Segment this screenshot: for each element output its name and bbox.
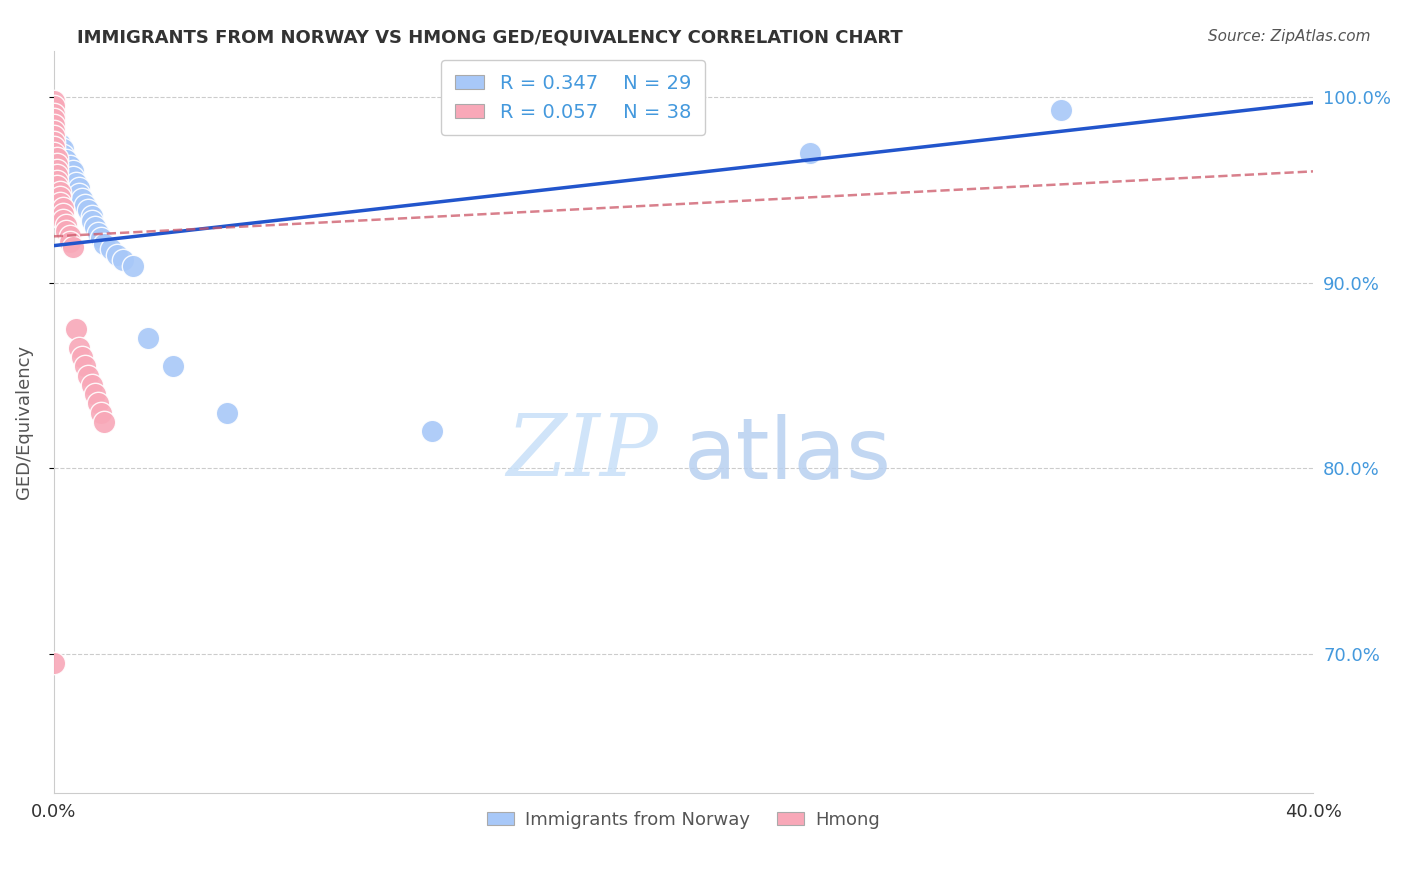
Point	[87, 396, 110, 410]
Point	[42, 99, 65, 113]
Point	[58, 159, 80, 173]
Point	[80, 377, 103, 392]
Point	[52, 212, 75, 227]
Point	[42, 123, 65, 137]
Point	[46, 157, 69, 171]
Text: ZIP: ZIP	[506, 410, 658, 493]
Point	[93, 415, 115, 429]
Point	[83, 220, 105, 235]
Point	[67, 181, 90, 195]
Point	[62, 164, 84, 178]
Point	[49, 136, 72, 151]
Point	[136, 331, 159, 345]
Point	[52, 202, 75, 216]
Point	[77, 368, 100, 383]
Point	[1050, 103, 1073, 117]
Point	[90, 231, 112, 245]
Point	[46, 179, 69, 194]
Legend: Immigrants from Norway, Hmong: Immigrants from Norway, Hmong	[479, 804, 887, 837]
Point	[42, 94, 65, 108]
Point	[75, 359, 97, 374]
Text: atlas: atlas	[683, 414, 891, 497]
Point	[52, 207, 75, 221]
Point	[70, 350, 93, 364]
Point	[420, 425, 443, 439]
Point	[42, 657, 65, 671]
Point	[77, 203, 100, 218]
Point	[52, 147, 75, 161]
Point	[49, 195, 72, 210]
Point	[52, 142, 75, 156]
Point	[799, 145, 821, 160]
Point	[93, 236, 115, 251]
Point	[55, 153, 77, 168]
Point	[42, 118, 65, 132]
Y-axis label: GED/Equivalency: GED/Equivalency	[15, 345, 32, 500]
Point	[42, 107, 65, 121]
Point	[80, 209, 103, 223]
Point	[42, 145, 65, 160]
Point	[65, 176, 87, 190]
Text: IMMIGRANTS FROM NORWAY VS HMONG GED/EQUIVALENCY CORRELATION CHART: IMMIGRANTS FROM NORWAY VS HMONG GED/EQUI…	[77, 29, 903, 46]
Point	[55, 224, 77, 238]
Point	[62, 169, 84, 184]
Point	[46, 168, 69, 182]
Point	[75, 198, 97, 212]
Point	[58, 229, 80, 244]
Point	[83, 387, 105, 401]
Point	[67, 341, 90, 355]
Point	[162, 359, 184, 374]
Point	[46, 162, 69, 177]
Point	[62, 240, 84, 254]
Point	[46, 174, 69, 188]
Point	[46, 152, 69, 166]
Point	[42, 135, 65, 149]
Point	[87, 226, 110, 240]
Point	[80, 214, 103, 228]
Point	[215, 406, 238, 420]
Point	[49, 185, 72, 199]
Point	[70, 192, 93, 206]
Point	[67, 186, 90, 201]
Point	[100, 243, 122, 257]
Point	[42, 112, 65, 127]
Point	[90, 406, 112, 420]
Point	[121, 259, 143, 273]
Text: Source: ZipAtlas.com: Source: ZipAtlas.com	[1208, 29, 1371, 44]
Point	[42, 129, 65, 144]
Point	[58, 235, 80, 249]
Point	[65, 322, 87, 336]
Point	[105, 248, 128, 262]
Point	[42, 140, 65, 154]
Point	[55, 218, 77, 232]
Point	[49, 190, 72, 204]
Point	[112, 253, 135, 268]
